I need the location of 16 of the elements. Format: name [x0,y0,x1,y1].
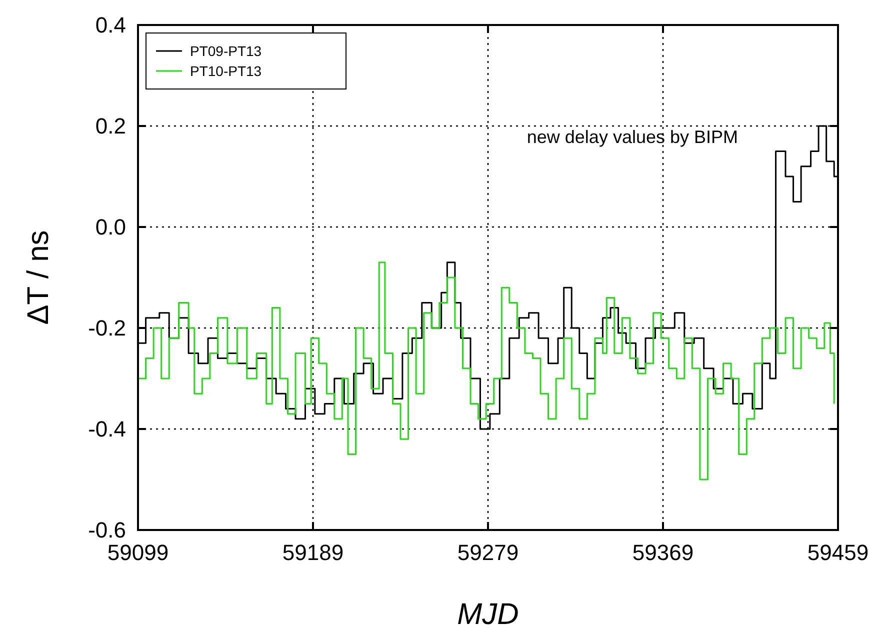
x-tick-label: 59279 [457,540,519,565]
legend-label: PT09-PT13 [190,42,262,59]
annotation: new delay values by BIPM [526,127,738,147]
x-tick-label: 59369 [632,540,694,565]
x-axis-title: MJD [457,598,519,631]
y-tick-label: 0.2 [95,114,126,139]
x-tick-label: 59099 [107,540,169,565]
y-tick-label: 0.0 [95,214,126,240]
y-tick-label: -0.6 [88,518,126,543]
y-axis-title: ΔT / ns [22,230,55,325]
legend-label: PT10-PT13 [190,62,262,79]
y-tick-label: -0.2 [88,316,126,341]
x-tick-label: 59189 [282,540,344,565]
x-tick-label: 59459 [807,540,869,565]
y-tick-label: -0.4 [88,416,126,442]
y-tick-label: 0.4 [95,12,126,38]
